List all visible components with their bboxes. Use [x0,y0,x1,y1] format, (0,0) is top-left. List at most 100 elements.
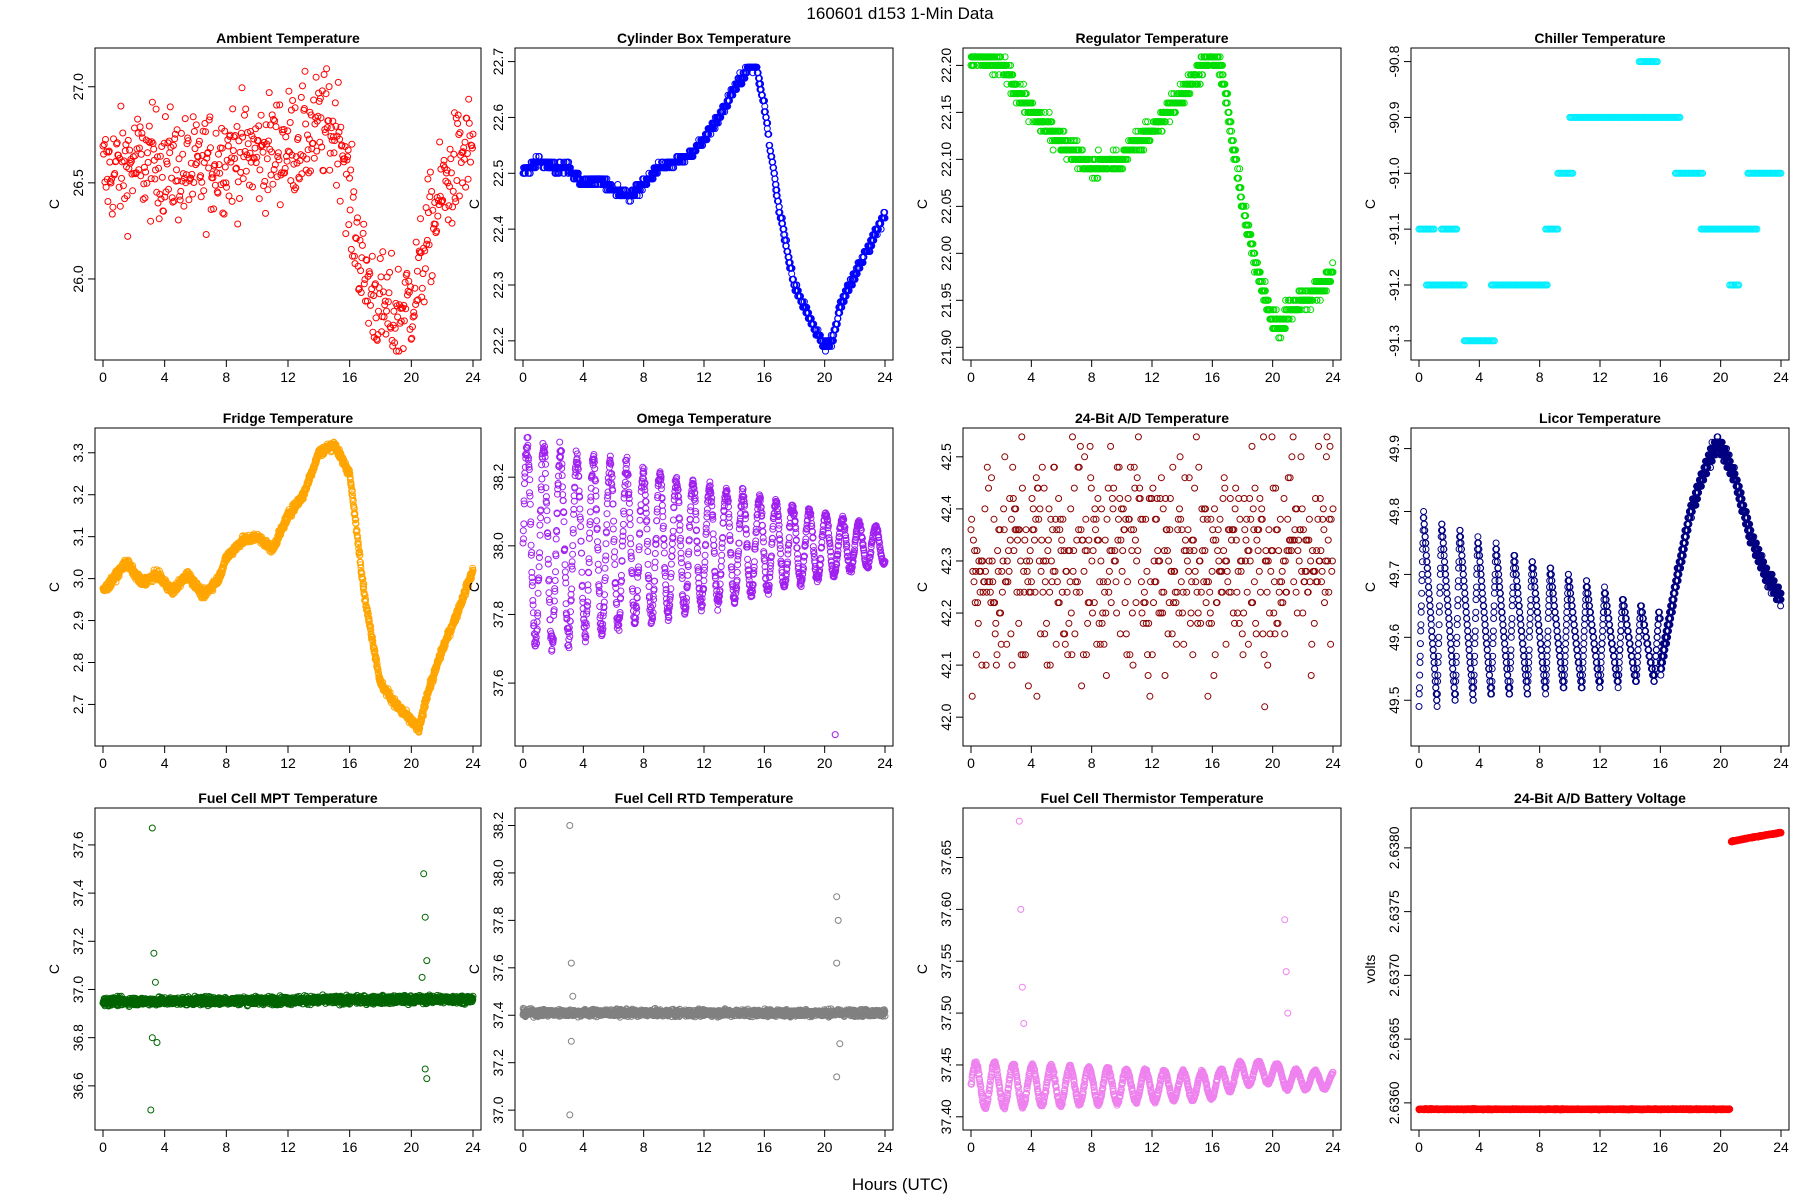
y-tick-label: 27.0 [70,73,86,100]
y-tick-label: 26.0 [70,265,86,292]
data-point [455,192,463,200]
data-point [119,129,127,137]
x-tick-label: 8 [222,755,230,771]
y-tick-label: 22.10 [938,142,954,177]
data-point [179,150,187,158]
data-point [302,120,310,128]
data-point [231,132,239,139]
data-point [325,83,333,91]
data-point [400,317,408,325]
data-point [444,216,452,224]
data-point [439,196,447,204]
data-point [316,138,324,146]
data-point [463,150,471,157]
data-point [262,121,270,129]
data-point [280,126,288,133]
data-point [153,153,161,161]
data-point [105,147,113,155]
data-point [189,190,197,198]
data-point [157,195,165,203]
data-point [211,181,219,189]
data-point [331,99,339,107]
data-point [163,157,171,165]
data-point [1329,259,1337,267]
x-tick-label: 4 [161,755,169,771]
data-point [249,154,257,162]
x-tick-label: 0 [967,369,975,385]
data-point [205,116,213,124]
y-tick-label: -91.3 [1386,325,1402,357]
x-tick-label: 8 [640,369,648,385]
data-point [464,175,472,183]
data-point [834,315,842,322]
figure-title: 160601 d153 1-Min Data [806,4,994,23]
data-point [350,252,358,260]
data-point [111,170,119,177]
data-point [165,185,172,193]
data-point [125,165,133,172]
data-point [323,124,331,132]
data-point [353,218,361,226]
data-point [328,124,335,132]
data-point [359,229,367,237]
data-point [433,227,441,235]
data-point [206,113,214,121]
data-point [210,205,218,213]
data-point [156,152,164,160]
data-point [334,160,342,168]
data-point [144,158,152,166]
data-point [226,131,234,139]
x-tick-label: 4 [1027,369,1035,385]
data-point [462,183,470,191]
data-point [383,307,390,315]
data-point [291,104,299,112]
data-point [336,197,344,205]
data-point [289,97,297,104]
data-point [446,182,453,190]
y-tick-label: 2.9 [70,611,86,631]
data-point [326,149,334,157]
data-point [382,330,390,338]
data-point [207,144,214,152]
data-point [357,267,365,275]
data-point [425,241,433,249]
panel-title: Cylinder Box Temperature [617,30,791,46]
data-point [104,198,112,205]
data-point [333,181,340,189]
data-point [127,157,135,165]
data-point [231,155,239,162]
data-point [301,67,309,75]
data-point [194,153,202,161]
data-point [389,342,397,350]
x-tick-label: 12 [1592,369,1608,385]
data-point [160,207,167,215]
data-point [176,196,184,204]
data-point [358,241,366,249]
data-point [287,106,295,114]
data-point [190,179,198,186]
data-points [967,53,1337,342]
data-point [201,120,209,127]
data-point [99,142,107,150]
data-point [184,137,192,145]
data-point [241,148,249,155]
data-point [1049,146,1057,154]
data-point [428,188,436,195]
data-point [292,184,300,192]
plot-frame [94,47,482,361]
data-point [318,143,326,151]
data-point [102,183,110,191]
data-point [108,210,116,218]
y-tick-label: 2.7 [70,695,86,715]
data-point [459,179,466,187]
data-point [209,174,217,182]
x-tick-label: 12 [280,755,296,771]
data-point [211,161,219,169]
data-point [428,272,436,280]
data-point [115,183,123,191]
data-point [442,177,450,185]
data-point [215,161,223,169]
